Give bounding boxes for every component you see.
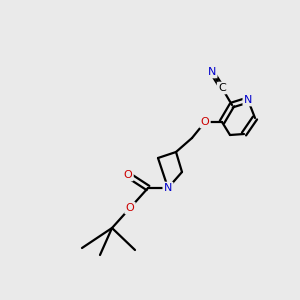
Text: O: O [124,170,132,180]
Text: C: C [218,83,226,93]
Text: N: N [164,183,172,193]
Text: O: O [126,203,134,213]
Text: O: O [201,117,209,127]
Text: N: N [208,67,216,77]
Text: N: N [244,95,252,105]
